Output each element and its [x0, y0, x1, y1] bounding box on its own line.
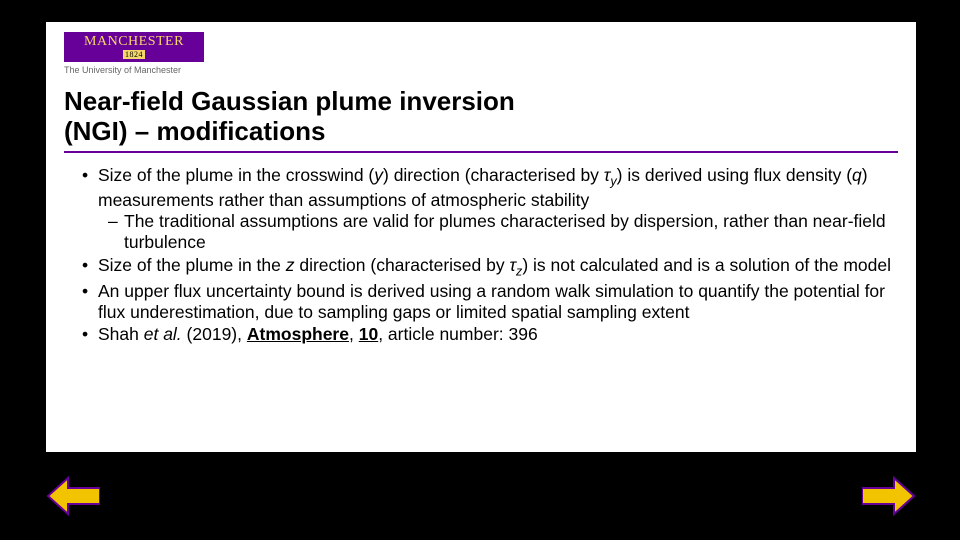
title-line-1: Near-field Gaussian plume inversion: [64, 86, 515, 116]
title-line-2: (NGI) – modifications: [64, 116, 325, 146]
previous-arrow-icon[interactable]: [46, 476, 100, 516]
bullet-1-sub: The traditional assumptions are valid fo…: [108, 211, 898, 254]
slide-title: Near-field Gaussian plume inversion (NGI…: [64, 87, 898, 153]
slide-body: Size of the plume in the crosswind (y) d…: [64, 165, 898, 346]
bullet-3: An upper flux uncertainty bound is deriv…: [82, 281, 898, 324]
bullet-1: Size of the plume in the crosswind (y) d…: [82, 165, 898, 254]
logo-badge: MANCHESTER 1824: [64, 32, 204, 62]
logo-subtitle: The University of Manchester: [64, 65, 898, 75]
logo-year: 1824: [123, 50, 145, 59]
bullet-4: Shah et al. (2019), Atmosphere, 10, arti…: [82, 324, 898, 345]
slide-content: MANCHESTER 1824 The University of Manche…: [46, 22, 916, 452]
bullet-2: Size of the plume in the z direction (ch…: [82, 255, 898, 280]
university-logo: MANCHESTER 1824 The University of Manche…: [64, 32, 898, 75]
logo-main-text: MANCHESTER: [84, 35, 184, 49]
next-arrow-icon[interactable]: [862, 476, 916, 516]
